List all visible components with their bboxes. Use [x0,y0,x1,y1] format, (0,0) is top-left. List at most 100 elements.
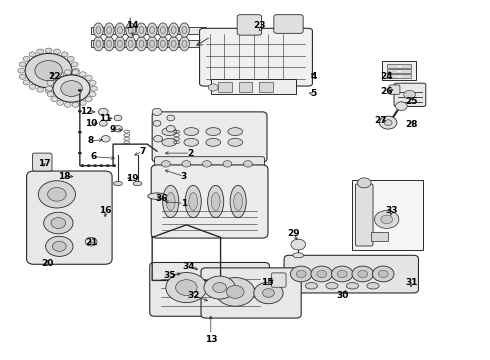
Circle shape [53,87,60,92]
Circle shape [296,270,306,278]
Circle shape [166,273,207,303]
Bar [91,27,206,34]
Text: 36: 36 [156,194,168,203]
Text: 1: 1 [181,199,187,208]
FancyBboxPatch shape [199,28,313,86]
Text: 15: 15 [261,278,273,287]
Ellipse shape [94,37,103,51]
Ellipse shape [185,185,201,218]
Circle shape [53,75,90,102]
Circle shape [384,120,392,126]
Circle shape [53,49,60,54]
Circle shape [166,126,175,132]
Bar [259,82,273,92]
Circle shape [291,239,306,250]
Ellipse shape [115,23,125,37]
Ellipse shape [126,23,136,37]
Text: 23: 23 [253,21,266,30]
Circle shape [38,181,75,208]
FancyBboxPatch shape [26,171,112,264]
Circle shape [357,178,371,188]
Bar [382,60,416,80]
Text: 6: 6 [91,152,97,161]
Circle shape [404,90,416,99]
Circle shape [67,80,74,85]
Bar [387,64,411,68]
Ellipse shape [158,23,168,37]
Bar [352,180,423,250]
Circle shape [208,84,218,91]
Text: 14: 14 [126,21,139,30]
Circle shape [291,266,312,282]
Circle shape [154,135,162,142]
Circle shape [67,56,74,61]
Ellipse shape [147,37,157,51]
Ellipse shape [166,193,175,211]
Circle shape [91,86,98,91]
Bar [239,82,252,92]
Circle shape [114,126,122,132]
Circle shape [73,68,79,73]
Circle shape [45,48,52,53]
Circle shape [51,76,58,81]
Circle shape [47,80,54,85]
Circle shape [46,236,73,256]
Text: 9: 9 [110,125,116,134]
Text: 29: 29 [288,229,300,238]
Circle shape [79,72,86,77]
Circle shape [61,84,68,89]
Circle shape [311,266,332,282]
Text: 28: 28 [405,120,417,129]
Ellipse shape [150,40,155,47]
Ellipse shape [160,27,165,34]
FancyBboxPatch shape [152,112,267,162]
Circle shape [57,100,64,105]
Circle shape [372,266,394,282]
Ellipse shape [184,128,198,135]
Circle shape [202,161,211,167]
Bar [387,74,411,78]
FancyBboxPatch shape [355,184,373,246]
Ellipse shape [133,181,142,186]
Ellipse shape [148,193,166,199]
Ellipse shape [211,193,220,211]
Ellipse shape [367,283,379,289]
Circle shape [153,121,161,126]
Circle shape [223,161,232,167]
Circle shape [204,276,235,299]
Ellipse shape [150,27,155,34]
Circle shape [44,212,73,234]
Bar [218,82,232,92]
Text: 20: 20 [41,259,53,268]
Circle shape [99,121,107,126]
Ellipse shape [189,193,197,211]
Ellipse shape [94,23,103,37]
Text: 3: 3 [181,172,187,181]
Ellipse shape [104,37,114,51]
FancyBboxPatch shape [32,153,52,171]
Circle shape [106,164,110,167]
Ellipse shape [305,283,318,289]
Text: 16: 16 [99,206,112,215]
Text: 30: 30 [337,291,349,300]
Ellipse shape [118,27,122,34]
Circle shape [72,70,79,75]
Ellipse shape [96,27,101,34]
FancyBboxPatch shape [155,157,265,171]
Text: 4: 4 [310,72,317,81]
Circle shape [78,110,82,113]
Circle shape [378,270,388,278]
Circle shape [23,56,30,61]
Circle shape [71,74,78,79]
Text: 5: 5 [310,89,317,98]
Circle shape [52,241,66,251]
Circle shape [85,96,92,102]
Circle shape [98,108,108,116]
Circle shape [182,161,191,167]
Text: 33: 33 [385,206,398,215]
Circle shape [263,289,274,297]
Ellipse shape [118,40,122,47]
Ellipse shape [139,40,144,47]
FancyBboxPatch shape [151,165,268,238]
Circle shape [331,266,353,282]
